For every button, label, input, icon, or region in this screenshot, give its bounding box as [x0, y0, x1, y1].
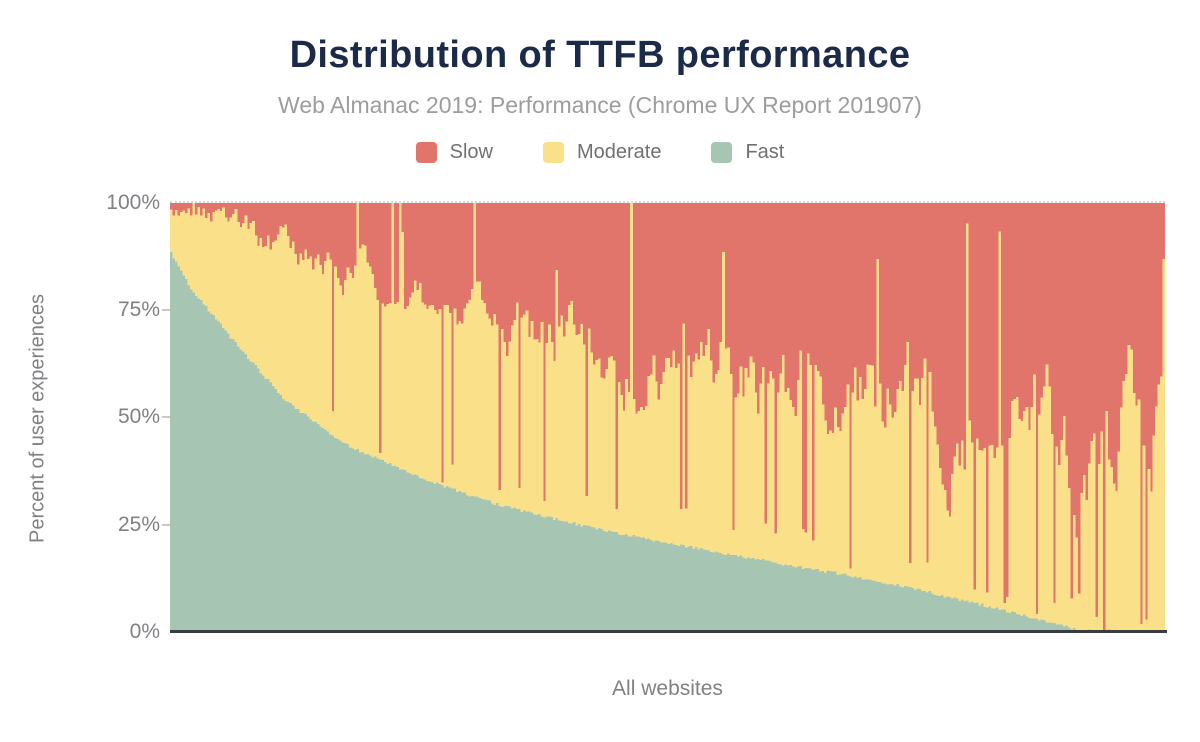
legend-item-slow[interactable]: Slow [415, 141, 493, 164]
y-tick-mark-25 [162, 524, 170, 526]
y-tick-75: 75% [117, 298, 160, 321]
y-tick-25: 25% [117, 513, 160, 536]
y-axis-title: Percent of user experiences [26, 293, 49, 544]
fast-series-swatch-icon [711, 142, 733, 163]
gridline-100pct [170, 201, 1165, 203]
y-tick-100: 100% [106, 191, 160, 214]
legend-label-slow: Slow [449, 141, 493, 163]
moderate-series-swatch-icon [542, 142, 564, 163]
y-tick-mark-75 [162, 309, 170, 311]
x-axis-title: All websites [612, 677, 723, 700]
legend-label-moderate: Moderate [576, 141, 662, 163]
y-tick-50: 50% [117, 405, 160, 428]
chart-title: Distribution of TTFB performance [289, 34, 911, 76]
y-tick-0: 0% [129, 620, 160, 643]
y-tick-mark-50 [162, 416, 170, 418]
legend-item-moderate[interactable]: Moderate [542, 141, 662, 164]
ttfb-distribution-chart [170, 203, 1165, 632]
chart-subtitle: Web Almanac 2019: Performance (Chrome UX… [278, 92, 922, 118]
legend-item-fast[interactable]: Fast [711, 141, 784, 164]
legend-label-fast: Fast [745, 141, 785, 163]
slow-series-swatch-icon [415, 142, 437, 163]
chart-legend: Slow Moderate Fast [0, 141, 1200, 164]
x-axis-line [170, 630, 1167, 633]
